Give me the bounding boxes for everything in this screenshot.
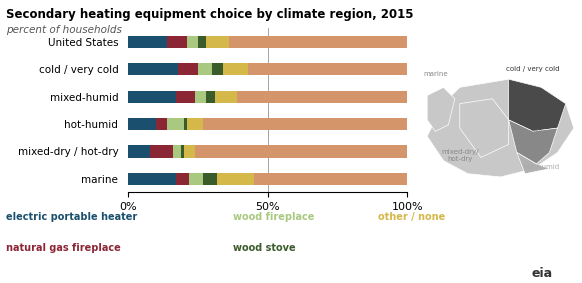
Bar — [206, 91, 215, 103]
Text: marine: marine — [423, 71, 448, 77]
Bar — [184, 145, 195, 158]
Bar — [187, 36, 198, 48]
Bar — [215, 91, 237, 103]
Polygon shape — [427, 79, 574, 177]
Bar — [187, 118, 204, 130]
Bar — [176, 173, 190, 185]
Bar — [212, 63, 223, 76]
Text: Secondary heating equipment choice by climate region, 2015: Secondary heating equipment choice by cl… — [6, 8, 413, 22]
Bar — [178, 63, 198, 76]
Bar — [190, 173, 204, 185]
Bar — [195, 145, 407, 158]
Text: mixed
humid: mixed humid — [530, 129, 552, 142]
Bar — [254, 173, 407, 185]
Bar — [128, 36, 167, 48]
Bar — [248, 63, 407, 76]
Bar — [184, 118, 187, 130]
Polygon shape — [427, 87, 455, 131]
Bar — [195, 91, 206, 103]
Bar — [198, 63, 212, 76]
Bar — [218, 173, 254, 185]
Bar — [128, 91, 176, 103]
Bar — [173, 145, 181, 158]
Text: other / none: other / none — [378, 212, 446, 222]
Text: mixed-dry/
hot-dry: mixed-dry/ hot-dry — [441, 149, 478, 162]
Bar — [206, 36, 229, 48]
Text: electric portable heater: electric portable heater — [6, 212, 137, 222]
Bar — [229, 36, 407, 48]
Text: wood stove: wood stove — [233, 243, 296, 253]
Text: percent of households: percent of households — [6, 25, 122, 35]
Bar — [167, 118, 184, 130]
Bar — [128, 145, 150, 158]
Bar — [128, 63, 178, 76]
Bar — [128, 118, 156, 130]
Bar — [181, 145, 184, 158]
Bar — [167, 36, 187, 48]
Bar — [237, 91, 407, 103]
Bar — [223, 63, 248, 76]
Bar — [204, 118, 407, 130]
Polygon shape — [509, 120, 558, 164]
Bar — [198, 36, 206, 48]
Text: natural gas fireplace: natural gas fireplace — [6, 243, 120, 253]
Bar — [150, 145, 173, 158]
Bar — [156, 118, 167, 130]
Text: hot-humid: hot-humid — [523, 164, 559, 170]
Bar — [176, 91, 195, 103]
Bar — [204, 173, 218, 185]
Text: wood fireplace: wood fireplace — [233, 212, 314, 222]
Bar — [128, 173, 176, 185]
Text: eia: eia — [532, 267, 553, 280]
Polygon shape — [517, 153, 549, 174]
Polygon shape — [460, 99, 509, 157]
Text: cold / very cold: cold / very cold — [506, 66, 560, 72]
Polygon shape — [509, 79, 566, 131]
